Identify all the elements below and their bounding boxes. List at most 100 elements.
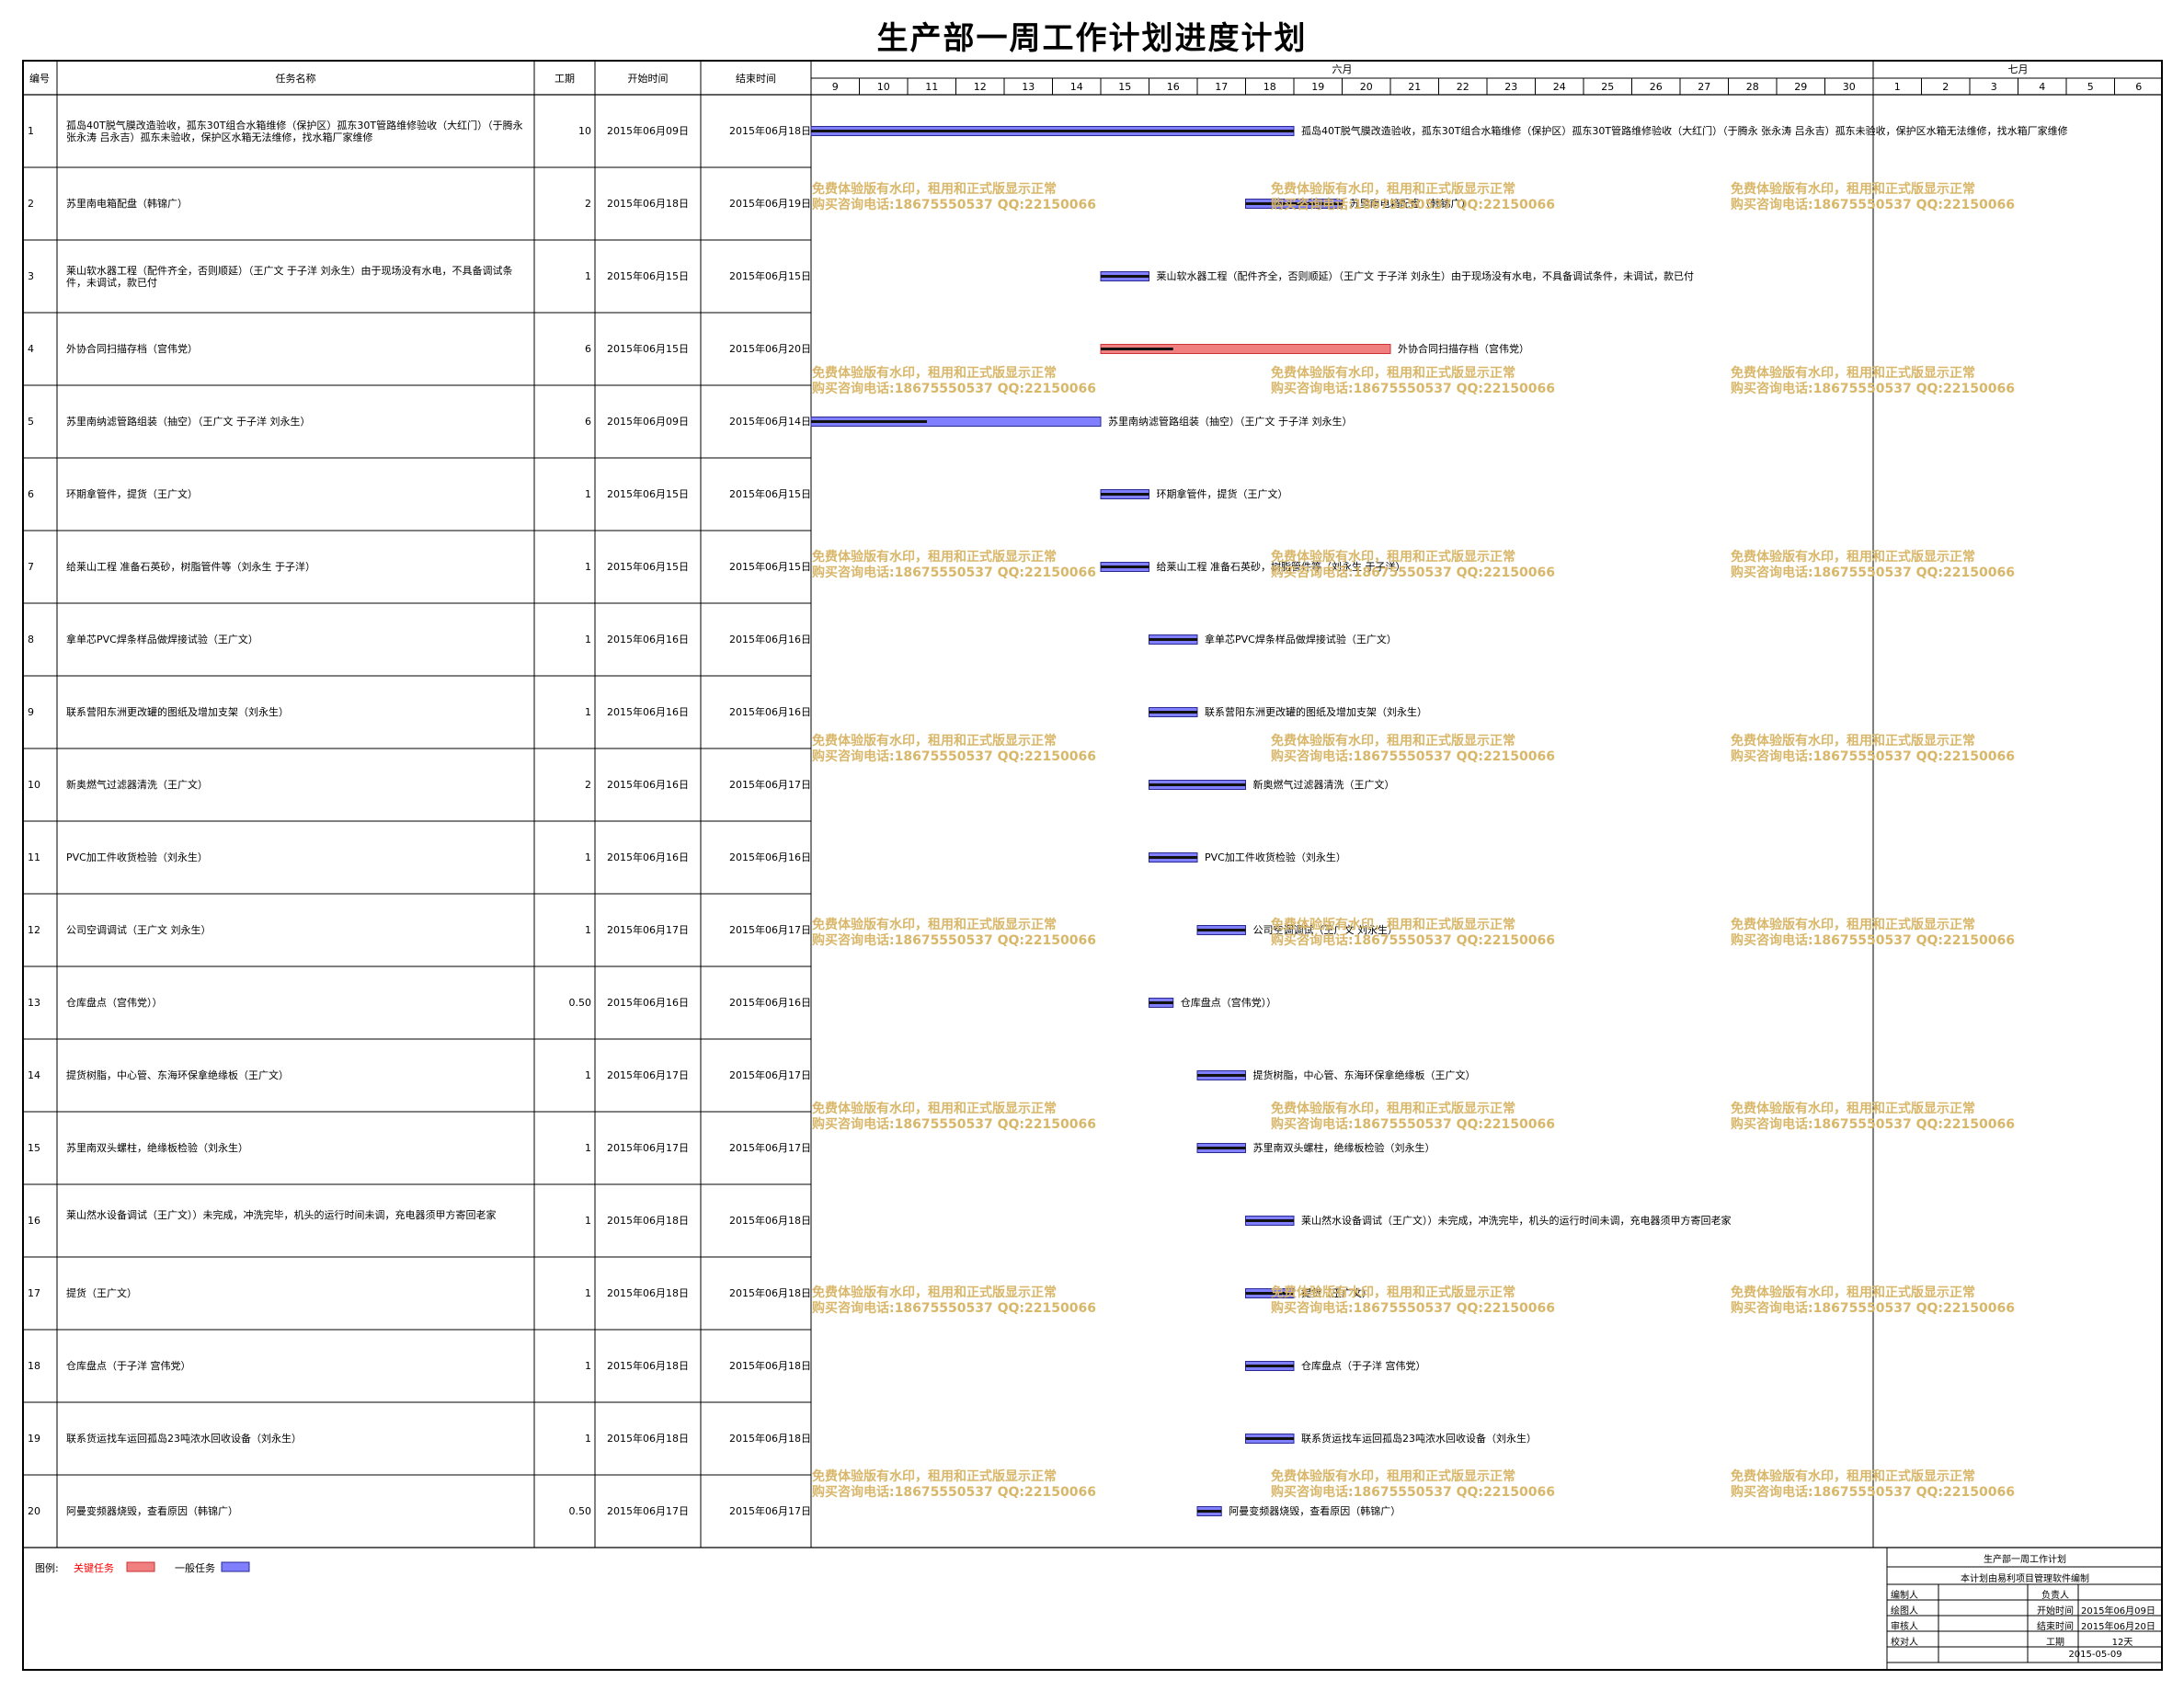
watermark-line1: 免费体验版有水印，租用和正式版显示正常 [1731, 918, 1975, 932]
gantt-progress-line [1245, 1437, 1294, 1440]
infobox-label: 工期 [2046, 1638, 2064, 1648]
legend-critical-swatch [126, 1561, 155, 1572]
gantt-progress-line [1101, 566, 1149, 568]
page-title: 生产部一周工作计划进度计划 [876, 20, 1308, 57]
task-end: 2015年06月17日 [729, 1141, 811, 1154]
infobox-value: 12天 [2111, 1638, 2133, 1648]
watermark-line2: 购买咨询电话:18675550537 QQ:22150066 [1271, 1117, 1555, 1132]
legend-label: 图例: [35, 1562, 59, 1574]
header-duration: 工期 [555, 73, 575, 85]
task-id: 8 [28, 633, 34, 646]
watermark-line2: 购买咨询电话:18675550537 QQ:22150066 [812, 749, 1096, 764]
task-start: 2015年06月16日 [607, 705, 689, 718]
watermark-line1: 免费体验版有水印，租用和正式版显示正常 [812, 918, 1057, 932]
task-start: 2015年06月18日 [607, 1286, 689, 1299]
gantt-progress-line [1149, 711, 1197, 714]
watermark-line2: 购买咨询电话:18675550537 QQ:22150066 [1271, 382, 1555, 396]
task-id: 4 [28, 342, 34, 355]
day-label: 26 [1649, 81, 1663, 93]
watermark-line2: 购买咨询电话:18675550537 QQ:22150066 [1731, 382, 2015, 396]
task-duration: 1 [585, 633, 591, 646]
gantt-progress-line [1245, 1292, 1294, 1295]
watermark-line2: 购买咨询电话:18675550537 QQ:22150066 [812, 1301, 1096, 1316]
task-id: 12 [28, 923, 40, 936]
day-label: 9 [831, 81, 839, 93]
gantt-bar-label: 联系货运找车运回孤岛23吨浓水回收设备（刘永生） [1301, 1432, 1537, 1445]
infobox-label: 结束时间 [2037, 1622, 2074, 1632]
task-id: 13 [28, 996, 40, 1009]
day-label: 12 [973, 81, 987, 93]
task-name: 联系货运找车运回孤岛23吨浓水回收设备（刘永生） [66, 1432, 302, 1445]
day-label: 16 [1166, 81, 1180, 93]
task-start: 2015年06月16日 [607, 633, 689, 646]
task-start: 2015年06月09日 [607, 124, 689, 137]
task-name: 联系营阳东洲更改罐的图纸及增加支架（刘永生） [66, 705, 289, 718]
gantt-progress-line [1197, 1510, 1222, 1513]
task-id: 11 [28, 851, 40, 863]
watermark-line1: 免费体验版有水印，租用和正式版显示正常 [1731, 366, 1975, 381]
watermark-line1: 免费体验版有水印，租用和正式版显示正常 [812, 734, 1057, 748]
task-end: 2015年06月19日 [729, 197, 811, 210]
task-start: 2015年06月18日 [607, 1214, 689, 1227]
day-label: 23 [1504, 81, 1518, 93]
legend-normal-swatch [221, 1561, 250, 1572]
gantt-bar-label: 提货树脂，中心管、东海环保拿绝缘板（王广文） [1252, 1068, 1476, 1081]
task-name: 给莱山工程 准备石英砂，树脂管件等（刘永生 于子洋） [66, 560, 315, 573]
day-label: 29 [1794, 81, 1808, 93]
watermark-line2: 购买咨询电话:18675550537 QQ:22150066 [812, 198, 1096, 212]
task-name: 莱山软水器工程（配件齐全，否则顺延）（王广文 于子洋 刘永生）由于现场没有水电，… [66, 264, 513, 289]
watermark-line2: 购买咨询电话:18675550537 QQ:22150066 [812, 1117, 1096, 1132]
task-name: 环期拿管件，提货（王广文） [66, 487, 198, 500]
task-id: 14 [28, 1068, 40, 1081]
task-duration: 1 [585, 1432, 591, 1445]
gantt-bar-label: 环期拿管件，提货（王广文） [1156, 487, 1288, 500]
task-start: 2015年06月16日 [607, 851, 689, 863]
watermark-line1: 免费体验版有水印，租用和正式版显示正常 [1731, 1285, 1975, 1300]
watermark-line2: 购买咨询电话:18675550537 QQ:22150066 [1271, 749, 1555, 764]
legend-critical-label: 关键任务 [74, 1562, 114, 1574]
task-id: 1 [28, 124, 34, 137]
watermark-line1: 免费体验版有水印，租用和正式版显示正常 [1271, 182, 1515, 197]
infobox-subtitle: 本计划由易利项目管理软件编制 [1961, 1574, 2089, 1584]
watermark-line1: 免费体验版有水印，租用和正式版显示正常 [1271, 734, 1515, 748]
task-duration: 1 [585, 487, 591, 500]
task-duration: 1 [585, 1141, 591, 1154]
infobox-label: 审核人 [1891, 1622, 1918, 1632]
task-start: 2015年06月18日 [607, 1432, 689, 1445]
task-end: 2015年06月20日 [729, 342, 811, 355]
task-id: 16 [28, 1214, 40, 1227]
day-label: 6 [2135, 81, 2143, 93]
task-duration: 1 [585, 1068, 591, 1081]
day-label: 21 [1408, 81, 1422, 93]
day-label: 30 [1842, 81, 1856, 93]
task-start: 2015年06月09日 [607, 415, 689, 428]
day-label: 22 [1456, 81, 1469, 93]
watermark-line2: 购买咨询电话:18675550537 QQ:22150066 [1731, 198, 2015, 212]
gantt-progress-line [1197, 929, 1246, 931]
watermark-line1: 免费体验版有水印，租用和正式版显示正常 [1731, 1102, 1975, 1116]
gantt-bar-label: 孤岛40T脱气膜改造验收，孤东30T组合水箱维修（保护区）孤东30T管路维修验收… [1301, 124, 2068, 137]
gantt-progress-line [1197, 1074, 1246, 1077]
watermark-line2: 购买咨询电话:18675550537 QQ:22150066 [1731, 749, 2015, 764]
task-end: 2015年06月14日 [729, 415, 811, 428]
task-id: 3 [28, 269, 34, 282]
watermark-line1: 免费体验版有水印，租用和正式版显示正常 [1271, 1102, 1515, 1116]
watermark-line2: 购买咨询电话:18675550537 QQ:22150066 [812, 566, 1096, 580]
day-label: 1 [1893, 81, 1901, 93]
day-label: 27 [1698, 81, 1711, 93]
task-id: 20 [28, 1504, 40, 1517]
day-label: 18 [1263, 81, 1276, 93]
task-duration: 1 [585, 851, 591, 863]
gantt-progress-line [1101, 493, 1149, 496]
day-label: 25 [1601, 81, 1615, 93]
watermark-line1: 免费体验版有水印，租用和正式版显示正常 [1731, 550, 1975, 565]
infobox-title: 生产部一周工作计划 [1984, 1555, 2066, 1565]
task-id: 7 [28, 560, 34, 573]
watermark-line1: 免费体验版有水印，租用和正式版显示正常 [1271, 1469, 1515, 1484]
task-end: 2015年06月16日 [729, 633, 811, 646]
watermark-line1: 免费体验版有水印，租用和正式版显示正常 [1271, 366, 1515, 381]
gantt-bar-label: 苏里南纳滤管路组装（抽空）（王广文 于子洋 刘永生） [1108, 415, 1353, 428]
day-label: 11 [925, 81, 939, 93]
task-name: PVC加工件收货检验（刘永生） [66, 851, 208, 863]
day-label: 19 [1311, 81, 1325, 93]
